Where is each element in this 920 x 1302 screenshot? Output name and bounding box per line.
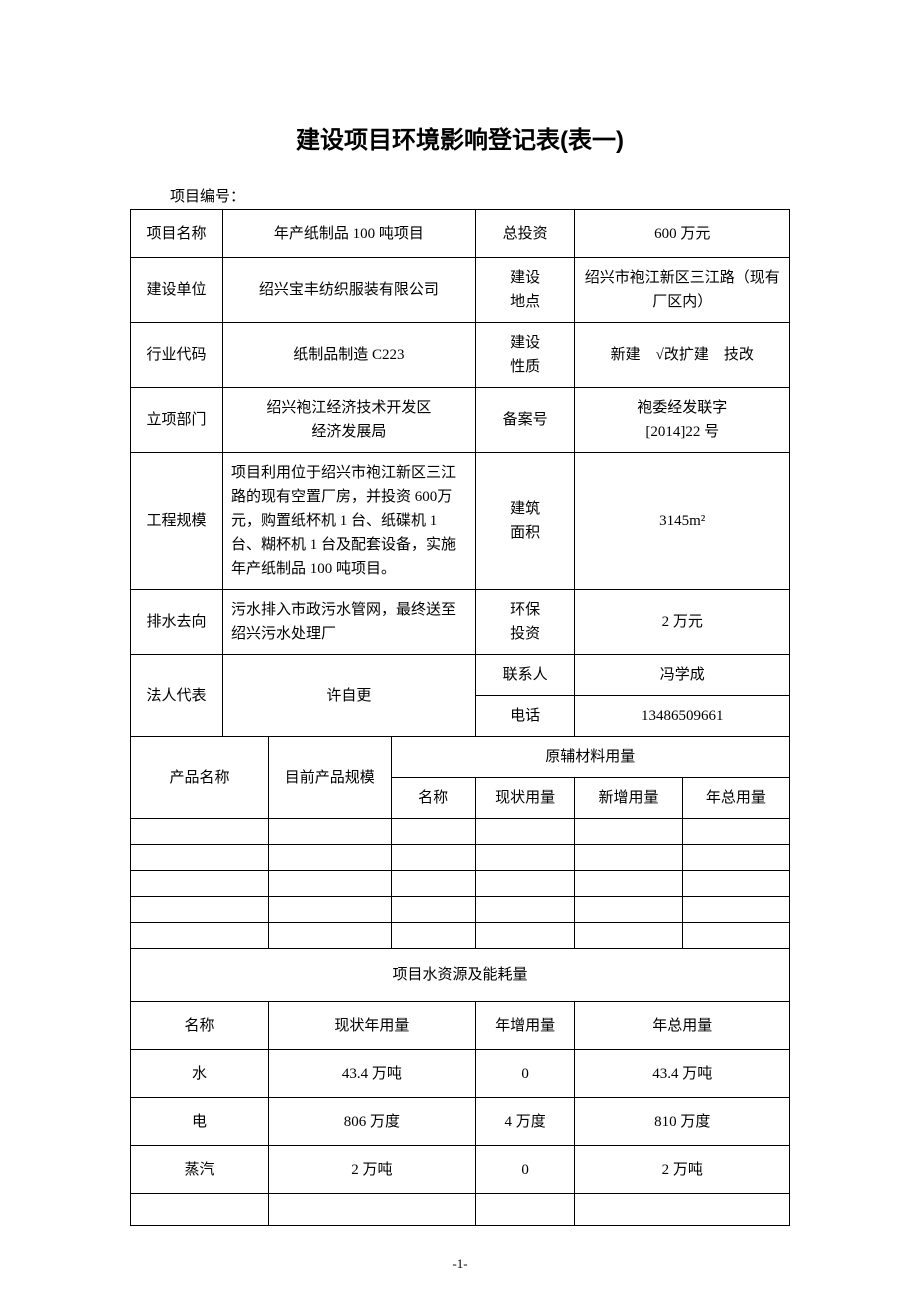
label-product-name: 产品名称	[131, 737, 269, 819]
cell-resource-current: 43.4 万吨	[268, 1050, 475, 1098]
table-row	[131, 1194, 790, 1226]
document-title: 建设项目环境影响登记表(表一)	[130, 120, 790, 155]
table-row	[131, 897, 790, 923]
cell-resource-current: 806 万度	[268, 1098, 475, 1146]
value-drainage: 污水排入市政污水管网，最终送至绍兴污水处理厂	[222, 590, 475, 655]
cell-resource-name: 电	[131, 1098, 269, 1146]
label-project-scale: 工程规模	[131, 453, 223, 590]
value-total-investment: 600 万元	[575, 210, 790, 258]
label-drainage: 排水去向	[131, 590, 223, 655]
value-project-scale: 项目利用位于绍兴市袍江新区三江路的现有空置厂房，并投资 600万元，购置纸杯机 …	[222, 453, 475, 590]
label-resource-annual-total: 年总用量	[575, 1002, 790, 1050]
cell-resource-name: 蒸汽	[131, 1146, 269, 1194]
table-row: 电 806 万度 4 万度 810 万度	[131, 1098, 790, 1146]
row-resources-header: 名称 现状年用量 年增用量 年总用量	[131, 1002, 790, 1050]
cell-resource-total: 43.4 万吨	[575, 1050, 790, 1098]
project-number-label: 项目编号：	[170, 185, 790, 206]
label-construction-unit: 建设单位	[131, 258, 223, 323]
row-project-scale: 工程规模 项目利用位于绍兴市袍江新区三江路的现有空置厂房，并投资 600万元，购…	[131, 453, 790, 590]
row-approval-dept: 立项部门 绍兴袍江经济技术开发区经济发展局 备案号 袍委经发联字[2014]22…	[131, 388, 790, 453]
row-project-name: 项目名称 年产纸制品 100 吨项目 总投资 600 万元	[131, 210, 790, 258]
label-annual-increase: 年增用量	[475, 1002, 575, 1050]
label-total-investment: 总投资	[475, 210, 575, 258]
cell-resource-increase: 0	[475, 1050, 575, 1098]
table-row: 蒸汽 2 万吨 0 2 万吨	[131, 1146, 790, 1194]
label-material-name: 名称	[391, 778, 475, 819]
value-industry-code: 纸制品制造 C223	[222, 323, 475, 388]
label-phone: 电话	[475, 696, 575, 737]
label-construction-nature: 建设性质	[475, 323, 575, 388]
label-resource-name: 名称	[131, 1002, 269, 1050]
label-new-usage: 新增用量	[575, 778, 682, 819]
label-approval-dept: 立项部门	[131, 388, 223, 453]
label-project-name: 项目名称	[131, 210, 223, 258]
value-filing-no: 袍委经发联字[2014]22 号	[575, 388, 790, 453]
page-number: -1-	[452, 1256, 467, 1272]
registration-table: 项目名称 年产纸制品 100 吨项目 总投资 600 万元 建设单位 绍兴宝丰纺…	[130, 209, 790, 1226]
cell-resource-total: 810 万度	[575, 1098, 790, 1146]
row-construction-unit: 建设单位 绍兴宝丰纺织服装有限公司 建设地点 绍兴市袍江新区三江路（现有厂区内）	[131, 258, 790, 323]
label-legal-rep: 法人代表	[131, 655, 223, 737]
table-row	[131, 845, 790, 871]
value-building-area: 3145m²	[575, 453, 790, 590]
value-legal-rep: 许自更	[222, 655, 475, 737]
label-contact: 联系人	[475, 655, 575, 696]
value-phone: 13486509661	[575, 696, 790, 737]
label-env-investment: 环保投资	[475, 590, 575, 655]
table-row	[131, 819, 790, 845]
label-raw-materials: 原辅材料用量	[391, 737, 789, 778]
label-construction-site: 建设地点	[475, 258, 575, 323]
row-materials-header: 产品名称 目前产品规模 原辅材料用量	[131, 737, 790, 778]
value-env-investment: 2 万元	[575, 590, 790, 655]
label-current-annual: 现状年用量	[268, 1002, 475, 1050]
cell-resource-current: 2 万吨	[268, 1146, 475, 1194]
cell-resource-increase: 0	[475, 1146, 575, 1194]
value-project-name: 年产纸制品 100 吨项目	[222, 210, 475, 258]
table-row	[131, 923, 790, 949]
row-industry-code: 行业代码 纸制品制造 C223 建设性质 新建 √改扩建 技改	[131, 323, 790, 388]
cell-resource-name: 水	[131, 1050, 269, 1098]
table-row: 水 43.4 万吨 0 43.4 万吨	[131, 1050, 790, 1098]
table-row	[131, 871, 790, 897]
value-construction-nature: 新建 √改扩建 技改	[575, 323, 790, 388]
cell-resource-increase: 4 万度	[475, 1098, 575, 1146]
row-legal-rep-contact: 法人代表 许自更 联系人 冯学成	[131, 655, 790, 696]
value-contact: 冯学成	[575, 655, 790, 696]
value-construction-unit: 绍兴宝丰纺织服装有限公司	[222, 258, 475, 323]
value-approval-dept: 绍兴袍江经济技术开发区经济发展局	[222, 388, 475, 453]
label-annual-total-usage: 年总用量	[682, 778, 789, 819]
row-resources-title: 项目水资源及能耗量	[131, 949, 790, 1002]
cell-resource-total: 2 万吨	[575, 1146, 790, 1194]
label-resources-section: 项目水资源及能耗量	[131, 949, 790, 1002]
label-filing-no: 备案号	[475, 388, 575, 453]
value-construction-site: 绍兴市袍江新区三江路（现有厂区内）	[575, 258, 790, 323]
label-current-scale: 目前产品规模	[268, 737, 391, 819]
label-current-usage: 现状用量	[475, 778, 575, 819]
row-drainage: 排水去向 污水排入市政污水管网，最终送至绍兴污水处理厂 环保投资 2 万元	[131, 590, 790, 655]
label-building-area: 建筑面积	[475, 453, 575, 590]
label-industry-code: 行业代码	[131, 323, 223, 388]
